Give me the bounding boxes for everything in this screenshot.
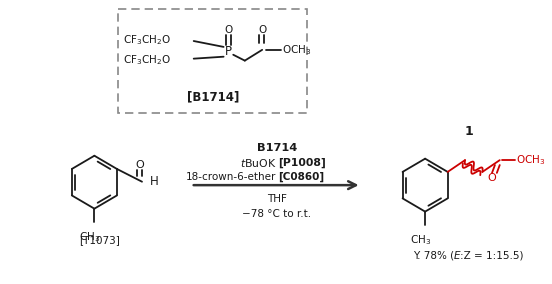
Text: THF: THF: [267, 194, 286, 204]
Text: 18-crown-6-ether: 18-crown-6-ether: [186, 172, 277, 182]
Text: [C0860]: [C0860]: [279, 172, 325, 182]
Text: B1714: B1714: [257, 143, 297, 153]
Text: $t$BuOK: $t$BuOK: [240, 156, 277, 169]
Text: O: O: [487, 173, 496, 183]
Text: CH$_3$: CH$_3$: [79, 230, 100, 244]
Text: [T1073]: [T1073]: [79, 235, 120, 245]
Text: O: O: [136, 160, 145, 170]
Text: H: H: [150, 175, 158, 188]
Text: [B1714]: [B1714]: [187, 90, 239, 103]
Text: :Z = 1:15.5): :Z = 1:15.5): [460, 251, 523, 261]
Text: O: O: [224, 25, 232, 35]
Text: P: P: [225, 45, 232, 58]
Text: CF$_3$CH$_2$O: CF$_3$CH$_2$O: [123, 53, 171, 66]
Text: CH$_3$: CH$_3$: [410, 233, 431, 247]
Text: −78 °C to r.t.: −78 °C to r.t.: [242, 208, 311, 219]
Text: 1: 1: [464, 125, 473, 138]
Text: OCH$_3$: OCH$_3$: [516, 153, 545, 167]
Text: E: E: [454, 251, 460, 261]
Text: CF$_3$CH$_2$O: CF$_3$CH$_2$O: [123, 33, 171, 47]
Text: Y. 78% (: Y. 78% (: [413, 251, 454, 261]
Text: [P1008]: [P1008]: [279, 157, 326, 168]
Text: O: O: [258, 25, 266, 35]
Bar: [119, 9, 307, 112]
Text: OCH$_3$: OCH$_3$: [283, 43, 312, 57]
